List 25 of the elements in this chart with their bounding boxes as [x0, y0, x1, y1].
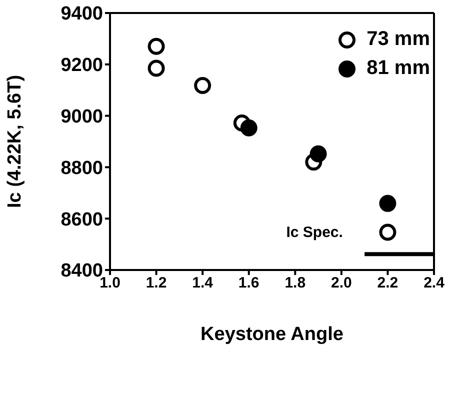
- x-tick-label: 1.8: [284, 274, 306, 292]
- legend-label: 73 mm: [366, 28, 430, 51]
- x-tick-label: 2.4: [424, 274, 446, 292]
- y-tick-label: 8800: [60, 158, 103, 179]
- x-tick-label: 2.2: [377, 274, 398, 292]
- x-tick-label: 1.4: [192, 274, 214, 292]
- y-tick-label: 8600: [60, 209, 103, 230]
- legend-label: 81 mm: [366, 57, 430, 80]
- point: [379, 194, 396, 212]
- point: [379, 224, 396, 241]
- text: 1.0: [100, 274, 120, 292]
- text: 2.0: [331, 274, 352, 292]
- point: [194, 76, 212, 94]
- point: [148, 60, 165, 77]
- y-tick-label: 9200: [60, 55, 103, 76]
- annotation: Ic Spec.: [286, 224, 343, 242]
- x-axis-title: Keystone Angle: [200, 324, 344, 345]
- y-tick-label: 9400: [60, 4, 103, 25]
- x-tick-label: 1.6: [238, 274, 260, 292]
- y-axis-title: Ic (4.22K, 5.6T): [4, 74, 26, 208]
- point: [310, 145, 327, 162]
- point: [240, 119, 258, 136]
- y-tick-label: 9000: [60, 106, 103, 128]
- x-tick-label: 1.2: [146, 274, 167, 292]
- point: [148, 38, 165, 55]
